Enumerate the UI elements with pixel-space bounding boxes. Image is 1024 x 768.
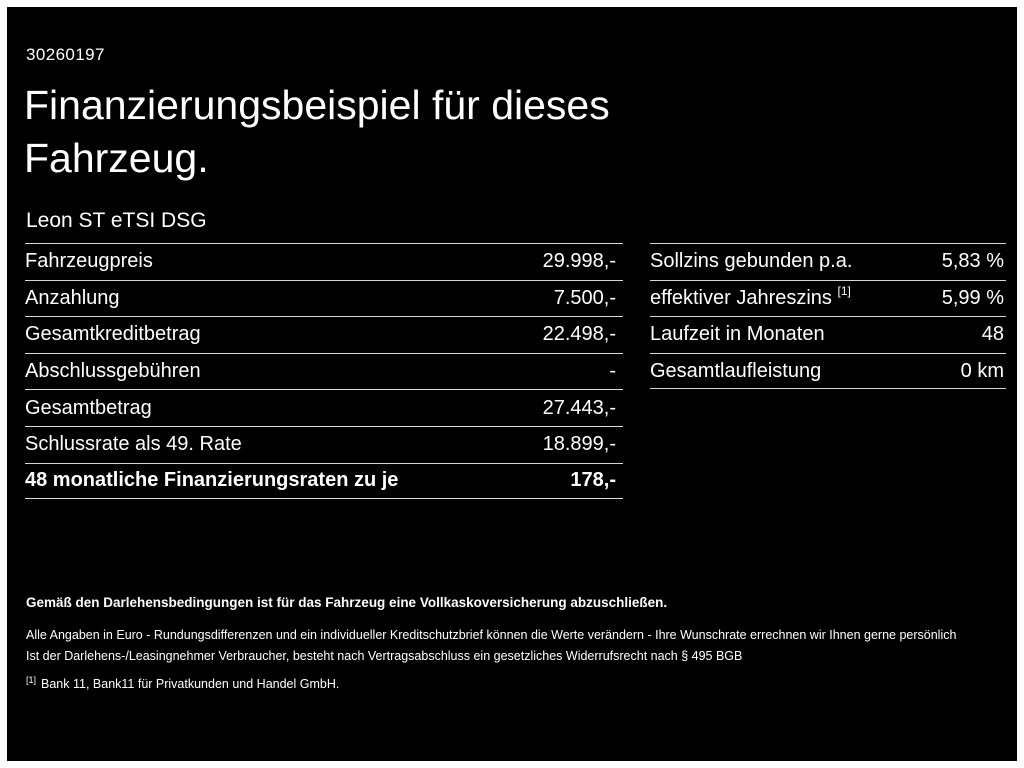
table-row-monthly-rate: 48 monatliche Finanzierungsraten zu je 1… xyxy=(25,462,623,500)
financing-example-slide: 30260197 Finanzierungsbeispiel für diese… xyxy=(7,7,1017,761)
footnote-marker: [1] xyxy=(837,284,851,299)
interest-terms-table: Sollzins gebunden p.a. 5,83 % effektiver… xyxy=(650,243,1006,390)
table-row: Schlussrate als 49. Rate 18.899,- xyxy=(25,425,623,463)
row-value: 7.500,- xyxy=(553,286,616,309)
row-label: Schlussrate als 49. Rate xyxy=(25,433,242,456)
row-label-text: effektiver Jahreszins xyxy=(650,286,832,309)
row-label: Abschlussgebühren xyxy=(25,360,201,383)
footnote-marker: [1] xyxy=(26,675,37,685)
table-row: Fahrzeugpreis 29.998,- xyxy=(25,243,623,280)
row-value: 5,83 % xyxy=(941,250,1004,273)
bank-reference-text: Bank 11, Bank11 für Privatkunden und Han… xyxy=(41,677,340,692)
row-value: 18.899,- xyxy=(542,433,616,456)
table-row: Anzahlung 7.500,- xyxy=(25,279,623,317)
financing-details-table: Fahrzeugpreis 29.998,- Anzahlung 7.500,-… xyxy=(25,243,623,500)
page-title-line2: Fahrzeug. xyxy=(24,135,209,181)
page-title: Finanzierungsbeispiel für dieses Fahrzeug… xyxy=(24,79,610,185)
table-row: Gesamtlaufleistung 0 km xyxy=(650,352,1006,390)
insurance-note: Gemäß den Darlehensbedingungen ist für d… xyxy=(26,595,668,610)
bank-reference: [1] Bank 11, Bank11 für Privatkunden und … xyxy=(26,675,1014,691)
table-row: Gesamtkreditbetrag 22.498,- xyxy=(25,316,623,353)
table-row: Gesamtbetrag 27.443,- xyxy=(25,389,623,426)
footnotes-section: Gemäß den Darlehensbedingungen ist für d… xyxy=(26,595,1014,691)
row-label: Anzahlung xyxy=(25,286,120,309)
page-title-line1: Finanzierungsbeispiel für dieses xyxy=(24,82,610,128)
row-label: Sollzins gebunden p.a. xyxy=(650,250,853,273)
row-value: 0 km xyxy=(960,359,1004,382)
table-row: Sollzins gebunden p.a. 5,83 % xyxy=(650,243,1006,280)
row-value: 5,99 % xyxy=(941,286,1004,309)
row-value: 22.498,- xyxy=(542,323,616,346)
row-label: 48 monatliche Finanzierungsraten zu je xyxy=(25,469,399,492)
row-value: 27.443,- xyxy=(542,396,616,419)
vehicle-model: Leon ST eTSI DSG xyxy=(26,209,207,232)
row-label: Gesamtkreditbetrag xyxy=(25,323,201,346)
footnote-line1: Alle Angaben in Euro - Rundungsdifferenz… xyxy=(26,628,957,642)
row-label: effektiver Jahreszins [1] xyxy=(650,284,851,310)
reference-number: 30260197 xyxy=(26,45,105,64)
row-label: Laufzeit in Monaten xyxy=(650,323,825,346)
row-value: - xyxy=(609,360,616,383)
row-label: Gesamtlaufleistung xyxy=(650,359,822,382)
table-row: Abschlussgebühren - xyxy=(25,352,623,390)
table-row: Laufzeit in Monaten 48 xyxy=(650,316,1006,353)
row-value: 29.998,- xyxy=(542,250,616,273)
table-row: effektiver Jahreszins [1] 5,99 % xyxy=(650,279,1006,317)
row-value: 178,- xyxy=(570,469,616,492)
footnote-line2: Ist der Darlehens-/Leasingnehmer Verbrau… xyxy=(26,649,743,663)
row-label: Gesamtbetrag xyxy=(25,396,152,419)
row-value: 48 xyxy=(981,323,1004,346)
row-label: Fahrzeugpreis xyxy=(25,250,153,273)
